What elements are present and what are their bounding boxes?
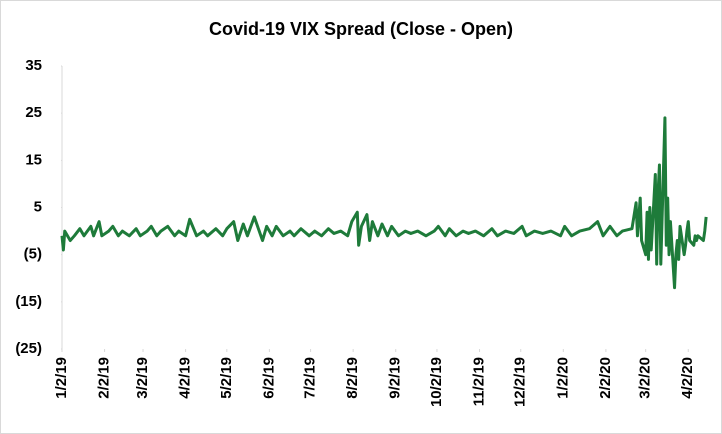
- x-tick-label: 3/2/20: [637, 357, 654, 399]
- x-tick-label: 5/2/19: [218, 357, 235, 399]
- x-tick-label: 8/2/19: [344, 357, 361, 399]
- x-tick-label: 9/2/19: [387, 357, 404, 399]
- y-tick-label: 35: [25, 57, 42, 74]
- y-tick-label: (15): [15, 293, 42, 310]
- line-series: [60, 116, 708, 290]
- x-tick-label: 4/2/20: [679, 357, 696, 399]
- y-tick-label: 15: [25, 151, 42, 168]
- y-tick-label: 5: [34, 198, 42, 215]
- x-tick-label: 1/2/20: [554, 357, 571, 399]
- x-tick-label: 10/2/19: [428, 357, 445, 407]
- x-tick-label: 4/2/19: [177, 357, 194, 399]
- x-tick-label: 1/2/19: [53, 357, 70, 399]
- x-tick-label: 11/2/19: [470, 357, 487, 406]
- chart-title: Covid-19 VIX Spread (Close - Open): [209, 19, 513, 39]
- x-tick-label: 3/2/19: [134, 357, 151, 399]
- x-tick-label: 6/2/19: [260, 357, 277, 399]
- x-tick-label: 12/2/19: [512, 357, 529, 407]
- y-tick-label: (25): [15, 340, 42, 357]
- y-tick-label: 25: [25, 104, 42, 121]
- y-tick-label: (5): [24, 246, 42, 263]
- x-tick-label: 2/2/19: [96, 357, 113, 399]
- x-tick-label: 7/2/19: [302, 357, 319, 399]
- x-tick-label: 2/2/20: [597, 357, 614, 399]
